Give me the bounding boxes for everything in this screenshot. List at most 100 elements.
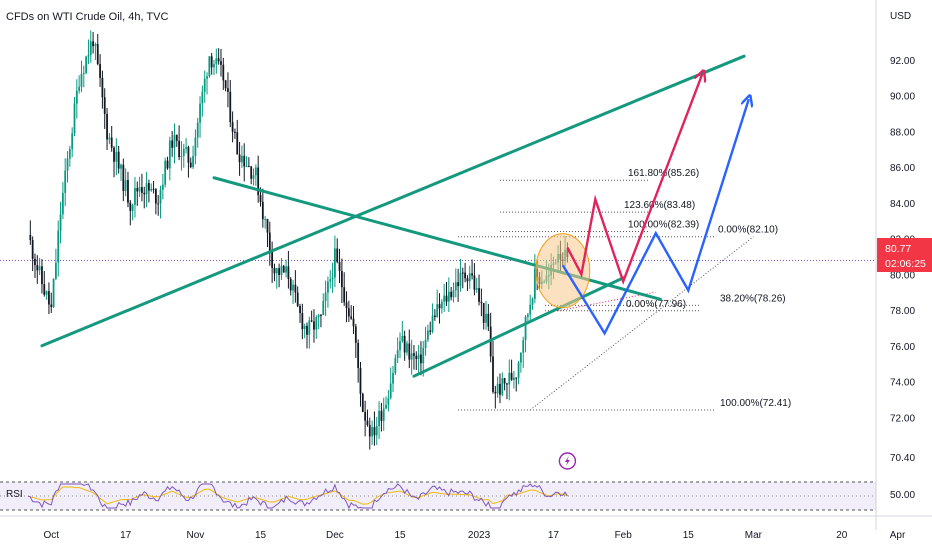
- x-tick-label: Mar: [745, 530, 763, 541]
- candle-body: [510, 372, 513, 380]
- candle-body: [231, 122, 234, 132]
- candle-body: [36, 265, 39, 271]
- candle-body: [52, 278, 55, 308]
- candle-body: [466, 278, 469, 282]
- candle-body: [94, 44, 97, 47]
- candle-body: [373, 427, 376, 436]
- lightning-bolt-glyph: [564, 456, 570, 466]
- candle-body: [43, 284, 46, 295]
- candle-body: [259, 195, 262, 202]
- candle-body: [201, 91, 204, 104]
- projection-path-blue: [561, 99, 749, 336]
- candle-body: [352, 318, 355, 327]
- candle-body: [526, 314, 529, 317]
- candle-body: [306, 325, 308, 335]
- candle-body: [280, 266, 283, 276]
- candle-body: [196, 122, 199, 138]
- candle-body: [375, 426, 378, 436]
- candle-body: [396, 350, 399, 358]
- candle-body: [278, 268, 280, 276]
- candle-body: [152, 188, 155, 190]
- last-price-box: [877, 238, 932, 272]
- candle-body: [241, 155, 243, 163]
- candle-body: [322, 301, 325, 315]
- candle-body: [354, 326, 357, 343]
- rsi-line: [27, 483, 568, 510]
- candle-body: [289, 278, 292, 291]
- candle-body: [478, 288, 480, 302]
- candle-body: [433, 315, 436, 317]
- candle-body: [506, 383, 508, 385]
- candle-body: [494, 391, 497, 394]
- fib-level-label: 38.20%(78.26): [720, 293, 786, 304]
- candle-body: [215, 58, 218, 65]
- candle-body: [380, 410, 383, 421]
- candle-body: [113, 147, 115, 162]
- candle-body: [166, 160, 169, 169]
- candle-body: [131, 204, 134, 211]
- candle-body: [78, 86, 81, 91]
- candle-body: [520, 352, 522, 363]
- fib-level-label: 100.00%(72.41): [720, 398, 791, 409]
- candle-body: [243, 155, 246, 167]
- projection-layer: [561, 74, 749, 336]
- candle-body: [64, 170, 67, 193]
- fib-level-label: 0.00%(82.10): [718, 225, 778, 236]
- candle-body: [438, 304, 441, 309]
- candle-body: [168, 140, 171, 169]
- x-tick-label: Oct: [43, 530, 59, 541]
- candle-body: [245, 166, 248, 168]
- candle-body: [141, 187, 143, 193]
- candle-body: [120, 164, 122, 169]
- y-tick-label: 86.00: [890, 163, 915, 174]
- candle-body: [247, 166, 250, 168]
- candle-body: [101, 77, 104, 98]
- candle-body: [417, 354, 420, 359]
- candle-body: [143, 192, 146, 195]
- candle-body: [403, 335, 406, 353]
- candle-body: [385, 404, 387, 409]
- candle-body: [148, 183, 150, 191]
- candle-body: [273, 267, 276, 274]
- candle-body: [92, 41, 94, 47]
- candle-body: [471, 273, 473, 276]
- y-tick-label: 70.40: [890, 453, 915, 464]
- candle-body: [250, 166, 253, 179]
- candle-body: [213, 64, 215, 68]
- candle-body: [468, 273, 471, 282]
- y-tick-label: 80.00: [890, 270, 915, 281]
- candle-body: [89, 41, 92, 56]
- candle-body: [57, 230, 60, 263]
- candle-body: [424, 339, 427, 348]
- labels-layer: [558, 452, 577, 470]
- candle-body: [229, 91, 232, 123]
- candle-body: [350, 316, 353, 319]
- candle-body: [331, 277, 334, 280]
- candle-body: [459, 272, 462, 287]
- candle-body: [515, 377, 518, 379]
- candle-body: [220, 61, 222, 65]
- candle-body: [217, 58, 220, 62]
- candle-body: [150, 188, 153, 191]
- y-tick-label: 74.00: [890, 378, 915, 389]
- candle-body: [210, 56, 213, 68]
- candle-body: [254, 167, 257, 176]
- x-tick-label: Dec: [326, 530, 344, 541]
- candle-body: [31, 240, 34, 259]
- y-tick-label: 72.00: [890, 413, 915, 424]
- candle-body: [103, 97, 106, 114]
- candle-body: [106, 113, 108, 140]
- x-tick-label: 15: [683, 530, 695, 541]
- candle-body: [180, 155, 183, 158]
- candle-body: [136, 188, 139, 192]
- candle-body: [408, 343, 411, 360]
- candle-body: [420, 354, 422, 364]
- candle-body: [264, 218, 267, 220]
- rsi-value-label: 50.00: [890, 490, 915, 501]
- candle-body: [108, 137, 111, 140]
- x-tick-label: Nov: [187, 530, 205, 541]
- candle-body: [431, 315, 434, 332]
- candle-body: [164, 160, 167, 185]
